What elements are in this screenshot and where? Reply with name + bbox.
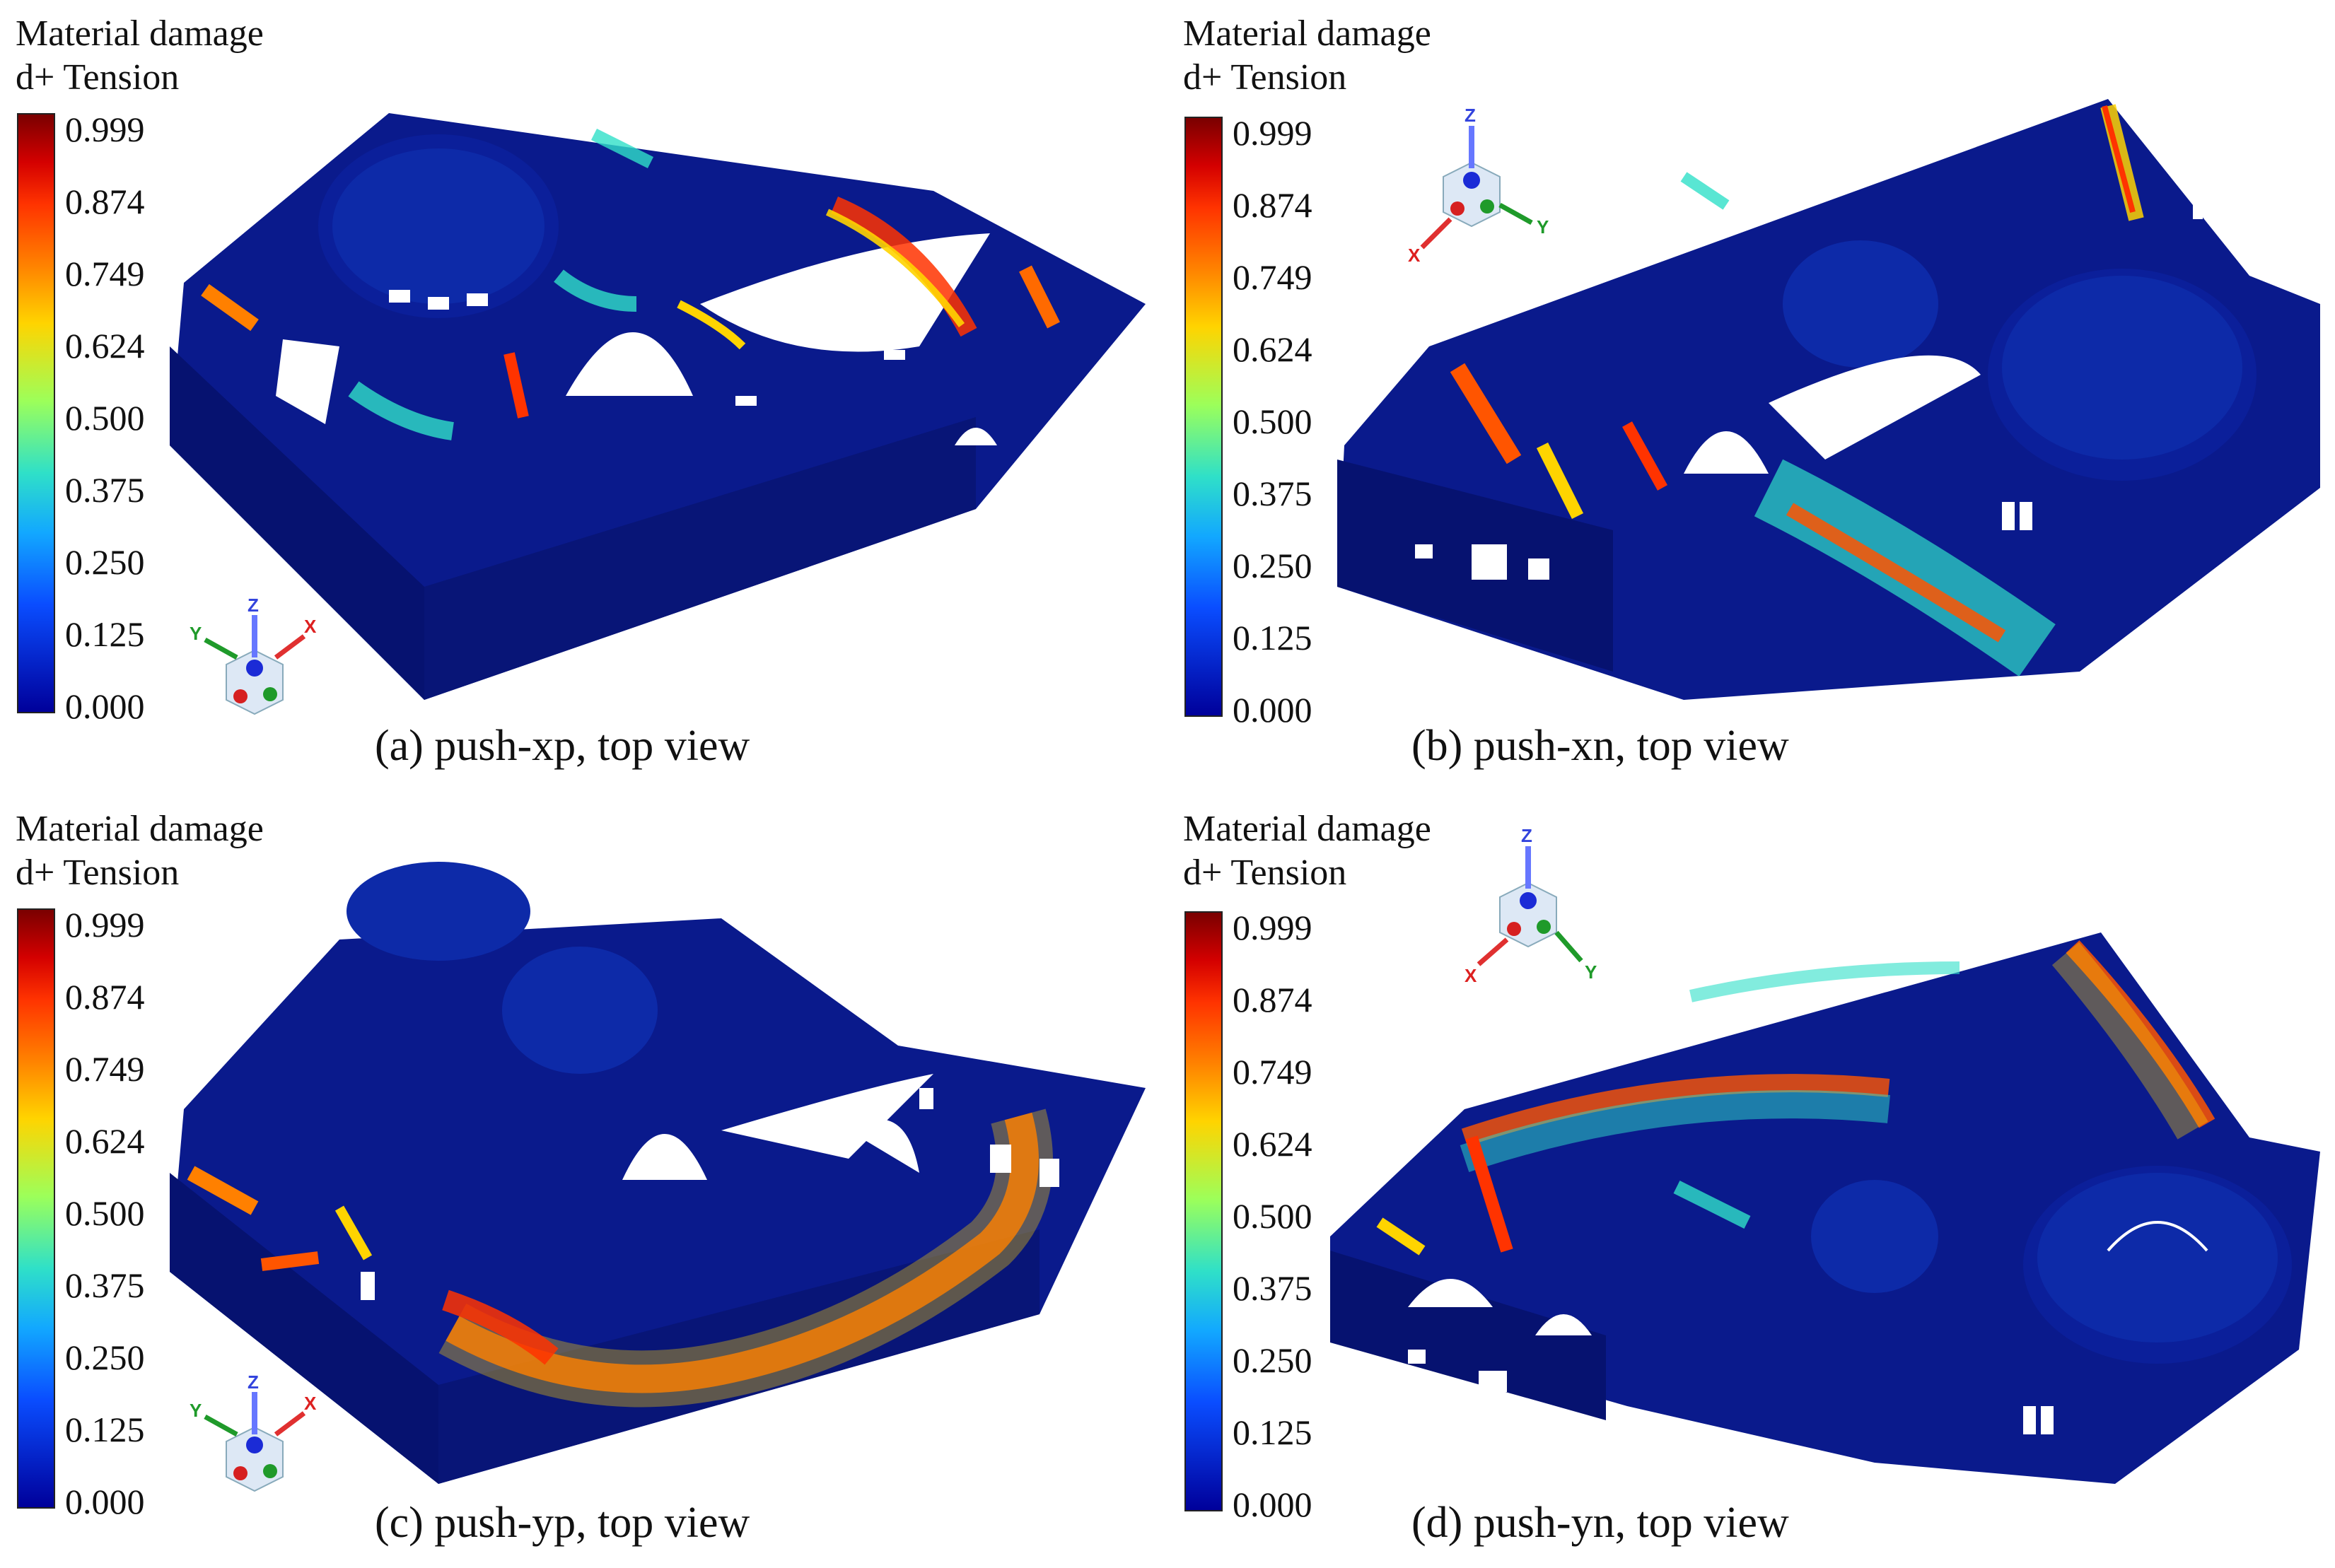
damage-colorbar	[1184, 911, 1223, 1511]
axis-y-label: Y	[190, 1400, 202, 1421]
tick-label: 0.375	[1233, 1268, 1312, 1308]
tick-label: 0.874	[65, 977, 145, 1017]
panel-caption: (c) push-yp, top view	[375, 1499, 750, 1547]
axis-x-label: X	[1465, 965, 1477, 986]
tick-label: 0.999	[1233, 908, 1312, 947]
tick-label: 0.250	[1233, 546, 1312, 585]
panel-d: Material damage d+ Tension 0.999 0.874 0…	[1168, 784, 2335, 1568]
tick-label: 0.624	[65, 326, 145, 365]
tick-label: 0.000	[1233, 1485, 1312, 1524]
damage-colorbar	[1184, 117, 1223, 717]
legend-title-line2: d+ Tension	[16, 57, 180, 98]
tick-label: 0.000	[1233, 690, 1312, 730]
legend-title-line1: Material damage	[1183, 13, 1431, 54]
legend-title-line2: d+ Tension	[1183, 57, 1347, 98]
panel-c: Material damage d+ Tension 0.999 0.874 0…	[0, 784, 1168, 1568]
legend-title-line1: Material damage	[1183, 809, 1431, 849]
tick-label: 0.749	[1233, 257, 1312, 297]
tick-label: 0.874	[65, 182, 145, 221]
tick-label: 0.375	[1233, 474, 1312, 513]
axis-y-label: Y	[1537, 216, 1549, 238]
tick-label: 0.749	[1233, 1052, 1312, 1092]
axis-x-label: X	[304, 1393, 317, 1414]
axis-z-label: Z	[248, 595, 259, 616]
tick-label: 0.250	[65, 542, 145, 582]
axis-y-label: Y	[190, 623, 202, 644]
panel-caption: (d) push-yn, top view	[1411, 1499, 1789, 1547]
tick-label: 0.000	[65, 1482, 145, 1521]
building-model-c	[170, 862, 1146, 1484]
tick-label: 0.375	[65, 470, 145, 510]
panel-caption: (a) push-xp, top view	[375, 722, 750, 770]
axis-triad-a: Z X Y	[190, 595, 317, 715]
axis-x-label: X	[304, 616, 317, 637]
legend-title-line1: Material damage	[16, 809, 264, 849]
tick-label: 0.999	[1233, 113, 1312, 153]
tick-label: 0.749	[65, 1049, 145, 1089]
tick-label: 0.999	[65, 905, 145, 944]
tick-label: 0.874	[1233, 980, 1312, 1019]
axis-z-label: Z	[248, 1371, 259, 1393]
tick-label: 0.125	[1233, 1412, 1312, 1452]
building-model-a	[170, 113, 1146, 700]
tick-label: 0.000	[65, 686, 145, 726]
axis-x-label: X	[1408, 245, 1421, 266]
tick-label: 0.999	[65, 110, 145, 149]
tick-label: 0.375	[65, 1265, 145, 1305]
tick-label: 0.500	[65, 398, 145, 438]
tick-label: 0.874	[1233, 185, 1312, 225]
axis-y-label: Y	[1585, 961, 1597, 983]
panel-b: Material damage d+ Tension 0.999 0.874 0…	[1168, 0, 2335, 784]
tick-label: 0.624	[1233, 1124, 1312, 1164]
tick-label: 0.624	[1233, 329, 1312, 369]
legend-title-line2: d+ Tension	[1183, 853, 1347, 893]
panel-caption: (b) push-xn, top view	[1411, 722, 1789, 770]
damage-colorbar	[17, 113, 55, 713]
tick-label: 0.125	[1233, 618, 1312, 657]
building-model-d	[1330, 932, 2320, 1484]
building-model-b	[1337, 99, 2320, 700]
axis-triad-d: Z X Y	[1465, 825, 1597, 986]
tick-label: 0.500	[1233, 1196, 1312, 1236]
legend-title-line1: Material damage	[16, 13, 264, 54]
tick-label: 0.624	[65, 1121, 145, 1161]
tick-label: 0.250	[1233, 1340, 1312, 1380]
damage-colorbar	[17, 908, 55, 1509]
tick-label: 0.125	[65, 1410, 145, 1449]
tick-label: 0.125	[65, 614, 145, 654]
panel-a: Material damage d+ Tension 0.999 0.874 0…	[0, 0, 1168, 784]
axis-z-label: Z	[1521, 825, 1532, 846]
axis-z-label: Z	[1465, 105, 1476, 126]
axis-triad-b: Z X Y	[1408, 105, 1549, 266]
axis-triad-c: Z X Y	[190, 1371, 317, 1492]
tick-label: 0.500	[65, 1193, 145, 1233]
legend-title-line2: d+ Tension	[16, 853, 180, 893]
tick-label: 0.500	[1233, 402, 1312, 441]
tick-label: 0.749	[65, 254, 145, 293]
tick-label: 0.250	[65, 1338, 145, 1377]
